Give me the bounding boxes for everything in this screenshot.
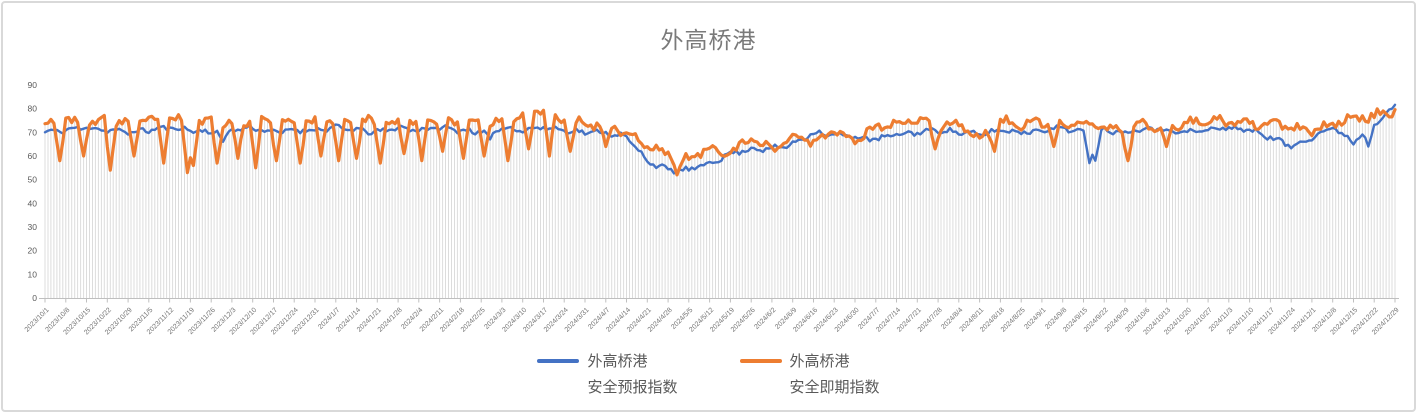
- spot-line-swatch: [739, 359, 782, 363]
- series-line-forecast: [43, 103, 1397, 175]
- legend-spot-line2: 安全即期指数: [789, 379, 880, 396]
- svg-text:70: 70: [28, 127, 38, 137]
- svg-text:50: 50: [28, 175, 38, 185]
- drop-lines: [44, 104, 1396, 298]
- legend-spot-line1: 外高桥港: [789, 353, 850, 370]
- svg-text:40: 40: [28, 198, 38, 208]
- legend-forecast-line1: 外高桥港: [587, 353, 648, 370]
- legend-forecast-label: 外高桥港 安全预报指数: [587, 349, 677, 401]
- y-axis-labels: 0 10 20 30 40 50 60 70 80 90: [28, 80, 38, 303]
- svg-text:0: 0: [32, 293, 37, 303]
- svg-text:80: 80: [28, 104, 38, 114]
- svg-text:2024/6/2: 2024/6/2: [753, 307, 777, 331]
- plot-area: 0 10 20 30 40 50 60 70 80 90 2023/10/12023/10/8202…: [24, 80, 1401, 337]
- legend: 外高桥港 安全预报指数 外高桥港 安全即期指数: [3, 349, 1414, 401]
- svg-text:2024/9/1: 2024/9/1: [1023, 307, 1047, 331]
- series-line-spot: [43, 107, 1397, 177]
- svg-text:30: 30: [28, 222, 38, 232]
- svg-text:20: 20: [28, 246, 38, 256]
- chart-title: 外高桥港: [660, 27, 757, 53]
- forecast-line-swatch: [537, 359, 580, 363]
- x-axis: [39, 298, 1399, 303]
- svg-text:60: 60: [28, 151, 38, 161]
- legend-forecast-line2: 安全预报指数: [587, 379, 678, 396]
- legend-spot-label: 外高桥港 安全即期指数: [790, 349, 880, 401]
- legend-item-forecast: 外高桥港 安全预报指数: [537, 349, 678, 401]
- legend-item-spot: 外高桥港 安全即期指数: [739, 349, 880, 401]
- svg-text:90: 90: [28, 80, 38, 90]
- svg-text:10: 10: [28, 269, 38, 279]
- x-axis-labels: 2023/10/12023/10/82023/10/152023/10/2220…: [24, 307, 1401, 337]
